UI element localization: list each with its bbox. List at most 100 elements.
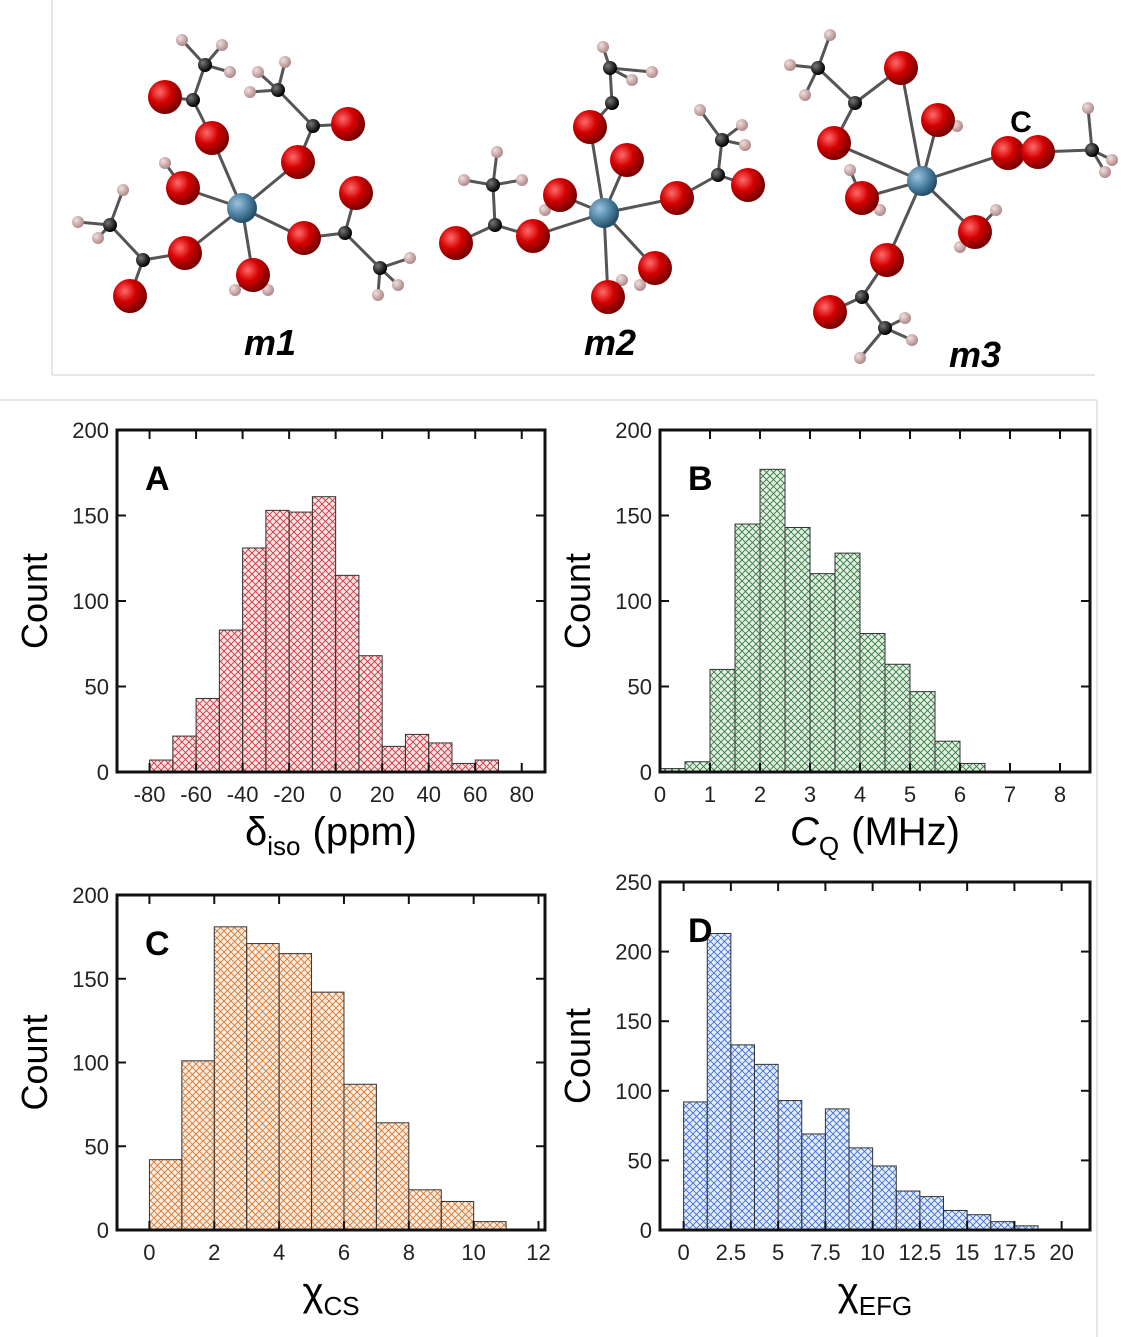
x-tick-label: 4 bbox=[854, 782, 866, 807]
bar bbox=[441, 1202, 473, 1230]
y-tick-label: 150 bbox=[615, 504, 652, 529]
y-tick-label: 150 bbox=[615, 1009, 652, 1034]
x-tick-label: 2 bbox=[754, 782, 766, 807]
x-label-subscript: EFG bbox=[859, 1291, 912, 1321]
bar bbox=[707, 934, 731, 1230]
molecule-m2 bbox=[439, 41, 765, 314]
bar bbox=[735, 524, 760, 772]
y-tick-label: 200 bbox=[615, 940, 652, 965]
structure-label: m3 bbox=[949, 334, 1001, 375]
bar bbox=[885, 664, 910, 772]
bar bbox=[920, 1197, 944, 1230]
bar bbox=[710, 669, 735, 772]
x-tick-label: 6 bbox=[954, 782, 966, 807]
x-tick-label: 12.5 bbox=[898, 1240, 941, 1265]
y-axis-label: Count bbox=[14, 1014, 55, 1110]
bar bbox=[312, 992, 344, 1230]
molecule-m3 bbox=[784, 29, 1118, 364]
x-tick-label: 80 bbox=[509, 782, 533, 807]
y-tick-label: 150 bbox=[72, 967, 109, 992]
bar bbox=[243, 548, 266, 772]
x-tick-label: 10 bbox=[860, 1240, 884, 1265]
bar bbox=[405, 734, 428, 772]
y-tick-label: 0 bbox=[97, 1218, 109, 1243]
x-label-symbol: χ bbox=[838, 1270, 859, 1314]
bar bbox=[802, 1134, 826, 1230]
bar bbox=[289, 512, 312, 772]
y-tick-label: 50 bbox=[628, 675, 652, 700]
structure-label: m1 bbox=[244, 322, 296, 363]
x-tick-label: 2.5 bbox=[716, 1240, 747, 1265]
bar bbox=[247, 944, 279, 1230]
x-axis-label: χEFG bbox=[838, 1270, 912, 1321]
y-tick-label: 200 bbox=[72, 418, 109, 443]
bar bbox=[860, 633, 885, 772]
y-tick-label: 0 bbox=[97, 760, 109, 785]
bar bbox=[219, 630, 242, 772]
bar bbox=[967, 1215, 991, 1230]
bar bbox=[409, 1190, 441, 1230]
bar bbox=[873, 1166, 897, 1230]
y-tick-label: 100 bbox=[72, 589, 109, 614]
x-tick-label: 0 bbox=[654, 782, 666, 807]
x-tick-label: 1 bbox=[704, 782, 716, 807]
x-tick-label: -60 bbox=[180, 782, 212, 807]
bar bbox=[835, 553, 860, 772]
bar bbox=[173, 736, 196, 772]
x-tick-label: 15 bbox=[955, 1240, 979, 1265]
x-tick-label: 5 bbox=[772, 1240, 784, 1265]
y-tick-label: 50 bbox=[85, 1134, 109, 1159]
bar bbox=[896, 1191, 920, 1230]
y-tick-label: 200 bbox=[615, 418, 652, 443]
y-tick-label: 100 bbox=[615, 1079, 652, 1104]
x-tick-label: 60 bbox=[463, 782, 487, 807]
x-label-symbol: δ bbox=[245, 810, 267, 854]
molecule-m1 bbox=[72, 34, 416, 313]
panel-label: D bbox=[688, 912, 713, 950]
x-tick-label: 2 bbox=[208, 1240, 220, 1265]
bar bbox=[684, 1102, 708, 1230]
bar bbox=[944, 1211, 968, 1230]
x-tick-label: 5 bbox=[904, 782, 916, 807]
x-tick-label: -80 bbox=[134, 782, 166, 807]
atom-annotation: C bbox=[1010, 106, 1032, 139]
y-tick-label: 250 bbox=[615, 870, 652, 895]
x-tick-label: 20 bbox=[370, 782, 394, 807]
panel-label: B bbox=[688, 460, 713, 498]
x-tick-label: 7 bbox=[1004, 782, 1016, 807]
panel-label: C bbox=[145, 925, 170, 963]
bar bbox=[312, 497, 335, 772]
x-tick-label: 0 bbox=[143, 1240, 155, 1265]
x-tick-label: 6 bbox=[338, 1240, 350, 1265]
x-tick-label: 8 bbox=[1054, 782, 1066, 807]
bar bbox=[849, 1148, 873, 1230]
bar bbox=[785, 527, 810, 772]
x-tick-label: -20 bbox=[273, 782, 305, 807]
panel-label: A bbox=[145, 460, 170, 498]
bar bbox=[685, 762, 710, 772]
bar bbox=[150, 760, 173, 772]
bar bbox=[778, 1101, 802, 1230]
bar bbox=[344, 1084, 376, 1230]
x-label-symbol: C bbox=[790, 810, 820, 854]
x-tick-label: 10 bbox=[461, 1240, 485, 1265]
y-tick-label: 0 bbox=[640, 1218, 652, 1243]
x-label-subscript: CS bbox=[323, 1291, 359, 1321]
bar bbox=[336, 575, 359, 772]
x-axis-label: δiso (ppm) bbox=[245, 810, 417, 861]
bar bbox=[266, 510, 289, 772]
bar bbox=[279, 954, 311, 1230]
x-label-unit: (MHz) bbox=[851, 810, 960, 854]
x-tick-label: 3 bbox=[804, 782, 816, 807]
x-label-subscript: iso bbox=[267, 831, 300, 861]
y-tick-label: 150 bbox=[72, 504, 109, 529]
x-tick-label: 8 bbox=[403, 1240, 415, 1265]
bar bbox=[149, 1160, 181, 1230]
bar bbox=[214, 927, 246, 1230]
bar bbox=[810, 574, 835, 772]
x-label-unit: (ppm) bbox=[313, 810, 417, 854]
bar bbox=[182, 1061, 214, 1230]
y-tick-label: 100 bbox=[615, 589, 652, 614]
y-axis-label: Count bbox=[557, 1008, 598, 1104]
bar bbox=[196, 698, 219, 772]
